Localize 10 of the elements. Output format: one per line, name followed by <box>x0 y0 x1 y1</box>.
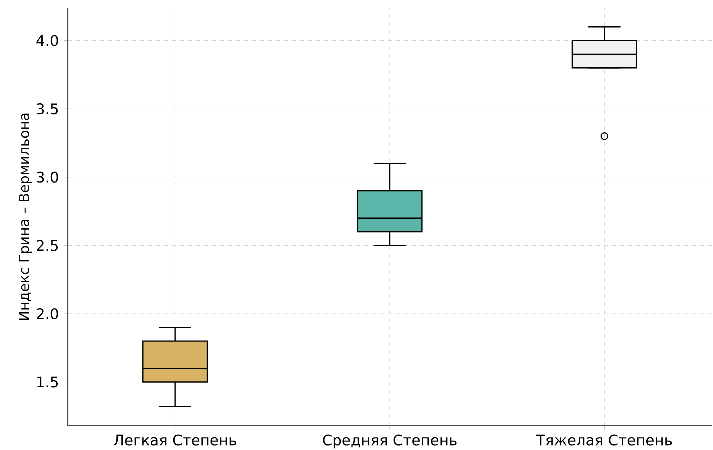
x-tick-label: Средняя Степень <box>323 434 457 449</box>
y-tick-label: 4.0 <box>36 35 58 46</box>
y-tick-label: 2.0 <box>37 308 58 320</box>
x-tick-label: Тяжелая Степень <box>536 434 672 446</box>
y-tick-label: 3.5 <box>37 104 58 115</box>
y-axis-title: Индекс Грина – Вермильона <box>19 114 32 320</box>
x-tick-label: Легкая Степень <box>114 434 236 446</box>
y-tick-label: 2.5 <box>37 240 58 252</box>
y-tick-label: 1.5 <box>38 376 58 388</box>
y-tick-label: 3.0 <box>37 172 58 183</box>
